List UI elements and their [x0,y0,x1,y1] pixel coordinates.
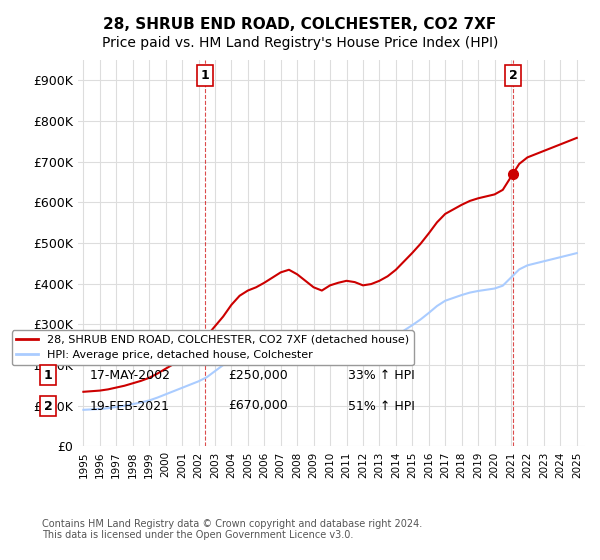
Text: £250,000: £250,000 [228,368,288,382]
Text: 1: 1 [44,368,52,382]
Text: Contains HM Land Registry data © Crown copyright and database right 2024.
This d: Contains HM Land Registry data © Crown c… [42,519,422,540]
Text: 28, SHRUB END ROAD, COLCHESTER, CO2 7XF: 28, SHRUB END ROAD, COLCHESTER, CO2 7XF [103,17,497,32]
Text: 2: 2 [509,69,517,82]
Text: 51% ↑ HPI: 51% ↑ HPI [348,399,415,413]
Text: Price paid vs. HM Land Registry's House Price Index (HPI): Price paid vs. HM Land Registry's House … [102,36,498,50]
Text: 17-MAY-2002: 17-MAY-2002 [90,368,171,382]
Text: 19-FEB-2021: 19-FEB-2021 [90,399,170,413]
Text: 1: 1 [200,69,209,82]
Text: 2: 2 [44,399,52,413]
Text: £670,000: £670,000 [228,399,288,413]
Text: 33% ↑ HPI: 33% ↑ HPI [348,368,415,382]
Legend: 28, SHRUB END ROAD, COLCHESTER, CO2 7XF (detached house), HPI: Average price, de: 28, SHRUB END ROAD, COLCHESTER, CO2 7XF … [11,330,413,365]
